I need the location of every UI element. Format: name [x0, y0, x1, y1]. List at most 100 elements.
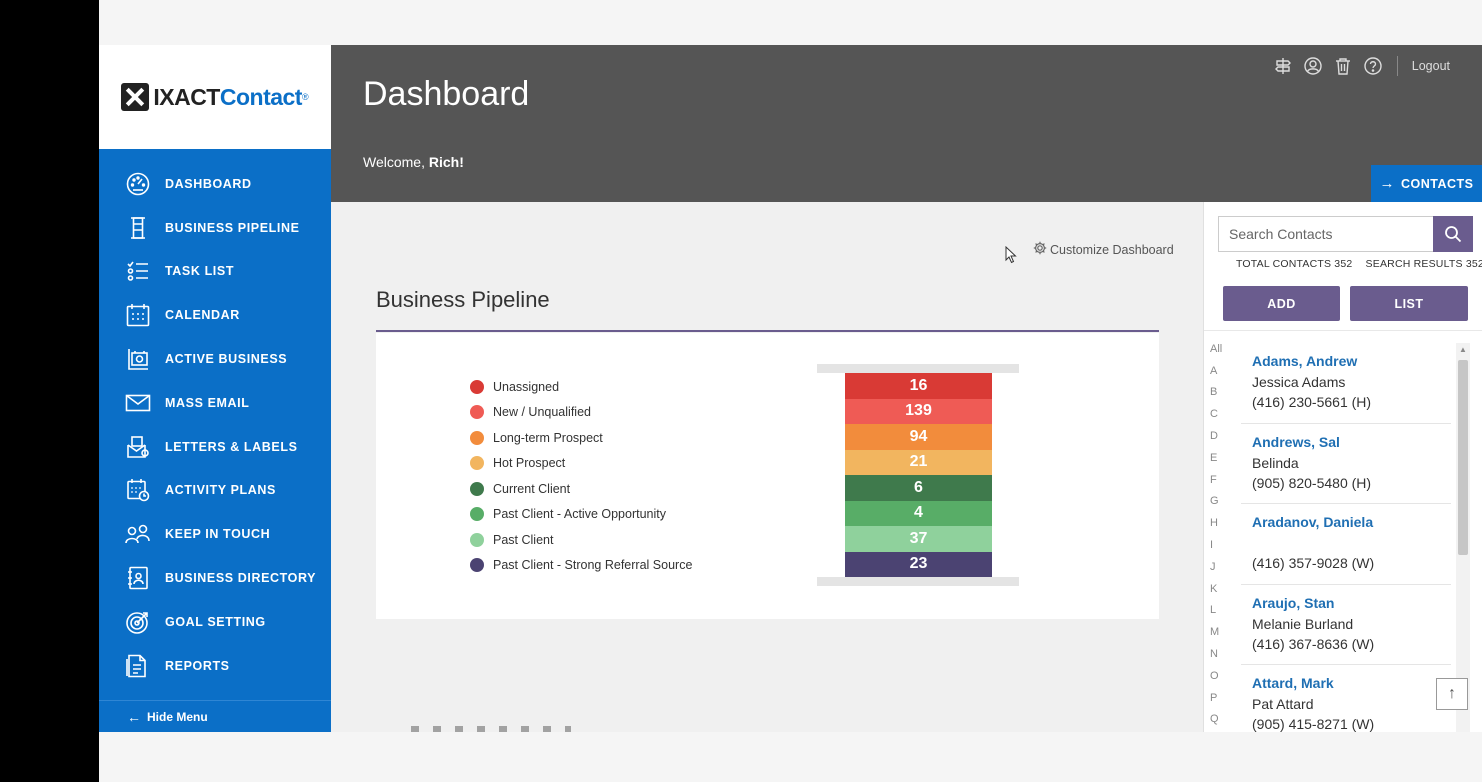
legend-dot	[470, 507, 484, 522]
sidebar-item-label: ACTIVE BUSINESS	[165, 352, 288, 367]
signpost-icon[interactable]	[1273, 56, 1293, 76]
contact-name-link[interactable]: Attard, Mark	[1252, 675, 1334, 691]
directory-icon	[125, 566, 151, 590]
alpha-filter-l[interactable]: L	[1210, 604, 1217, 617]
alpha-filter-n[interactable]: N	[1210, 648, 1218, 661]
sidebar-item-activity-plans[interactable]: ACTIVITY PLANS	[99, 469, 331, 513]
toolbar-divider	[1396, 56, 1398, 76]
logo-text-contact: Contact	[219, 83, 303, 110]
alpha-filter-g[interactable]: G	[1210, 495, 1219, 508]
search-results-label: SEARCH RESULTS	[1365, 258, 1463, 270]
legend-item-past-client-referral[interactable]: Past Client - Strong Referral Source	[470, 553, 692, 579]
add-contact-button[interactable]: ADD	[1223, 286, 1340, 321]
customize-dashboard-link[interactable]: Customize Dashboard	[1033, 241, 1174, 258]
pipeline-bar-past-client[interactable]: 37	[845, 526, 992, 552]
alpha-filter-a[interactable]: A	[1210, 364, 1218, 377]
contact-phone: (905) 820-5480 (H)	[1252, 474, 1372, 491]
legend-item-hot-prospect[interactable]: Hot Prospect	[470, 451, 692, 477]
contact-spouse	[1252, 534, 1451, 554]
mouse-cursor-icon	[1005, 245, 1017, 269]
alpha-filter-p[interactable]: P	[1210, 691, 1218, 704]
pipeline-bar-new-unqualified[interactable]: 139	[845, 398, 992, 424]
bottom-band	[99, 732, 1482, 782]
sidebar-item-label: DASHBOARD	[165, 176, 252, 191]
alpha-filter-m[interactable]: M	[1210, 626, 1220, 639]
alpha-filter-f[interactable]: F	[1210, 473, 1217, 486]
contact-name-link[interactable]: Andrews, Sal	[1252, 433, 1340, 450]
legend-item-past-client[interactable]: Past Client	[470, 527, 692, 553]
next-section-heading-cutoff	[411, 726, 571, 732]
pipeline-bar-unassigned[interactable]: 16	[845, 373, 992, 399]
search-contacts-input[interactable]: Search Contacts	[1218, 216, 1433, 252]
contact-name-link[interactable]: Araujo, Stan	[1252, 594, 1335, 611]
alpha-filter-c[interactable]: C	[1210, 408, 1218, 421]
alpha-filter-j[interactable]: J	[1210, 560, 1216, 573]
legend-item-long-term-prospect[interactable]: Long-term Prospect	[470, 425, 692, 451]
sidebar-item-task-list[interactable]: TASK LIST	[99, 250, 331, 294]
legend-item-unassigned[interactable]: Unassigned	[470, 374, 692, 400]
alpha-filter-b[interactable]: B	[1210, 386, 1218, 399]
legend-item-current-client[interactable]: Current Client	[470, 476, 692, 502]
pipeline-funnel: 16 139 94 21 6 4 37 23	[817, 364, 1019, 586]
sidebar-item-letters-labels[interactable]: LETTERS & LABELS	[99, 425, 331, 469]
sidebar-item-label: ACTIVITY PLANS	[165, 483, 276, 498]
alpha-filter-all[interactable]: All	[1210, 342, 1223, 355]
sidebar-item-label: CALENDAR	[165, 308, 240, 323]
logo[interactable]: IXACT Contact ®	[99, 45, 331, 149]
people-icon	[125, 522, 151, 546]
alpha-filter-e[interactable]: E	[1210, 451, 1218, 464]
pipeline-bar-past-client-referral[interactable]: 23	[845, 551, 992, 577]
contact-name-link[interactable]: Adams, Andrew	[1252, 353, 1358, 369]
sidebar-item-reports[interactable]: REPORTS	[99, 644, 331, 688]
contacts-button[interactable]: → CONTACTS	[1371, 165, 1482, 202]
total-contacts-count: 352	[1334, 258, 1353, 270]
target-icon	[125, 610, 151, 634]
alpha-filter-d[interactable]: D	[1210, 430, 1218, 443]
sidebar-item-keep-in-touch[interactable]: KEEP IN TOUCH	[99, 512, 331, 556]
alpha-filter-i[interactable]: I	[1210, 539, 1214, 552]
hide-menu-button[interactable]: ← Hide Menu	[99, 700, 331, 732]
legend-label: Unassigned	[493, 379, 560, 394]
scrollbar-thumb[interactable]	[1458, 360, 1468, 555]
legend-label: Hot Prospect	[493, 456, 566, 471]
sidebar-item-business-directory[interactable]: BUSINESS DIRECTORY	[99, 556, 331, 600]
search-results-count: 352	[1465, 258, 1482, 270]
alpha-filter-o[interactable]: O	[1210, 669, 1219, 682]
alpha-filter-q[interactable]: Q	[1210, 713, 1219, 726]
pipeline-bar-past-client-active[interactable]: 4	[845, 500, 992, 526]
main-content: Customize Dashboard Business Pipeline Un…	[331, 202, 1203, 732]
contact-name-link[interactable]: Aradanov, Daniela	[1252, 514, 1374, 530]
sidebar-item-active-business[interactable]: ACTIVE BUSINESS	[99, 337, 331, 381]
scroll-up-arrow-icon[interactable]: ▲	[1459, 345, 1467, 354]
alphabet-index: All A B C D E F G H I J K L M N O P Q	[1210, 338, 1228, 730]
legend-dot	[470, 379, 484, 394]
trash-icon[interactable]	[1333, 56, 1353, 76]
back-to-top-button[interactable]: ↑	[1436, 678, 1468, 710]
sidebar-item-goal-setting[interactable]: GOAL SETTING	[99, 600, 331, 644]
pipeline-bar-long-term-prospect[interactable]: 94	[845, 424, 992, 450]
sidebar-item-label: BUSINESS DIRECTORY	[165, 571, 317, 586]
funnel-bars: 16 139 94 21 6 4 37 23	[845, 373, 992, 577]
logout-link[interactable]: Logout	[1411, 59, 1450, 73]
legend-item-past-client-active[interactable]: Past Client - Active Opportunity	[470, 502, 692, 528]
sidebar-item-business-pipeline[interactable]: BUSINESS PIPELINE	[99, 206, 331, 250]
sidebar-item-calendar[interactable]: CALENDAR	[99, 293, 331, 337]
alpha-filter-k[interactable]: K	[1210, 582, 1218, 595]
alpha-filter-h[interactable]: H	[1210, 517, 1218, 530]
contacts-scrollbar[interactable]: ▲	[1456, 343, 1470, 732]
activity-plans-icon	[125, 478, 151, 502]
list-contacts-button[interactable]: LIST	[1350, 286, 1468, 321]
logo-text-ixact: IXACT	[153, 83, 220, 110]
search-button[interactable]	[1433, 216, 1473, 252]
calendar-icon	[125, 303, 151, 327]
sidebar-item-dashboard[interactable]: DASHBOARD	[99, 162, 331, 206]
user-profile-icon[interactable]	[1303, 56, 1323, 76]
help-icon[interactable]	[1363, 56, 1383, 76]
legend-item-new-unqualified[interactable]: New / Unqualified	[470, 400, 692, 426]
pipeline-icon	[125, 216, 151, 240]
sidebar-item-mass-email[interactable]: MASS EMAIL	[99, 381, 331, 425]
business-pipeline-heading: Business Pipeline	[376, 287, 550, 312]
pipeline-bar-current-client[interactable]: 6	[845, 475, 992, 501]
welcome-user-name: Rich!	[428, 154, 464, 170]
pipeline-bar-hot-prospect[interactable]: 21	[845, 449, 992, 475]
